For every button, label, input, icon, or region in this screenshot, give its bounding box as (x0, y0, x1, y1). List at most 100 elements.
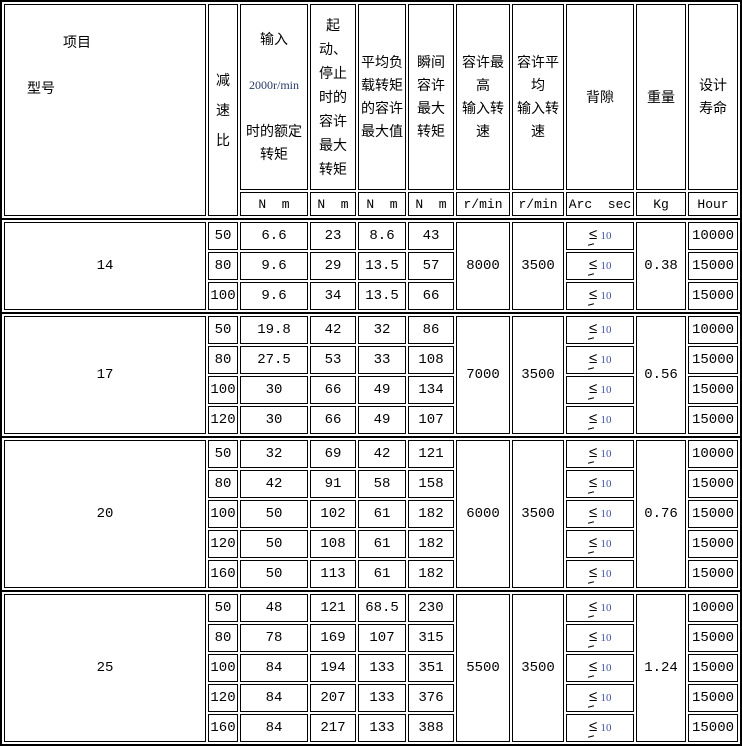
backlash-value: 10 (600, 662, 612, 674)
start-stop-torque-cell: 169 (310, 624, 356, 652)
model-group-table: 20 50 32 69 42 121 6000 3500 ≤10 0.76 10000 80 42 91 5… (2, 438, 740, 590)
backlash-cell: ≤10 (566, 530, 634, 558)
start-stop-torque-cell: 207 (310, 684, 356, 712)
backlash-value: 10 (600, 260, 612, 272)
header-instant-torque: 瞬间 容许 最大 转矩 (408, 4, 454, 190)
design-life-cell: 15000 (688, 560, 738, 588)
backlash-cell: ≤10 (566, 440, 634, 468)
weight-cell: 0.56 (636, 316, 686, 434)
model-cell: 14 (4, 222, 206, 310)
backlash-cell: ≤10 (566, 684, 634, 712)
instant-torque-cell: 108 (408, 346, 454, 374)
reduction-ratio-cell: 100 (208, 282, 238, 310)
start-stop-torque-cell: 217 (310, 714, 356, 742)
reduction-ratio-cell: 50 (208, 222, 238, 250)
avg-load-torque-cell: 32 (358, 316, 406, 344)
header-max-input-speed: 容许最 高 输入转 速 (456, 4, 510, 190)
max-input-speed-cell: 8000 (456, 222, 510, 310)
backlash-cell: ≤10 (566, 346, 634, 374)
backlash-cell: ≤10 (566, 222, 634, 250)
avg-load-torque-cell: 49 (358, 376, 406, 404)
less-equal-icon: ≤ (588, 505, 598, 522)
rated-torque-cell: 9.6 (240, 282, 308, 310)
instant-torque-cell: 182 (408, 560, 454, 588)
design-life-cell: 15000 (688, 684, 738, 712)
avg-load-torque-cell: 8.6 (358, 222, 406, 250)
less-equal-icon: ≤ (588, 599, 598, 616)
header-avg-load-torque: 平均负 载转矩 的容许 最大值 (358, 4, 406, 190)
less-equal-icon: ≤ (588, 227, 598, 244)
header-backlash: 背隙 (566, 4, 634, 190)
backlash-value: 10 (600, 632, 612, 644)
reduction-ratio-cell: 50 (208, 594, 238, 622)
backlash-value: 10 (600, 230, 612, 242)
backlash-value: 10 (600, 568, 612, 580)
header-weight: 重量 (636, 4, 686, 190)
instant-torque-cell: 182 (408, 500, 454, 528)
avg-load-torque-cell: 42 (358, 440, 406, 468)
backlash-cell: ≤10 (566, 406, 634, 434)
avg-load-torque-cell: 61 (358, 560, 406, 588)
backlash-cell: ≤10 (566, 500, 634, 528)
instant-torque-cell: 43 (408, 222, 454, 250)
instant-torque-cell: 376 (408, 684, 454, 712)
less-equal-icon: ≤ (588, 287, 598, 304)
header-reduction-ratio: 减 速 比 (208, 4, 238, 216)
instant-torque-cell: 388 (408, 714, 454, 742)
design-life-cell: 15000 (688, 530, 738, 558)
avg-load-torque-cell: 133 (358, 684, 406, 712)
rated-torque-cell: 30 (240, 406, 308, 434)
max-input-speed-cell: 6000 (456, 440, 510, 588)
reduction-ratio-cell: 80 (208, 470, 238, 498)
header-rated-torque-line2: 时的额定 转矩 (246, 123, 302, 162)
start-stop-torque-cell: 121 (310, 594, 356, 622)
design-life-cell: 10000 (688, 222, 738, 250)
backlash-cell: ≤10 (566, 282, 634, 310)
backlash-cell: ≤10 (566, 252, 634, 280)
model-cell: 17 (4, 316, 206, 434)
unit-backlash: Arc sec (566, 192, 634, 216)
reduction-ratio-cell: 80 (208, 346, 238, 374)
model-cell: 20 (4, 440, 206, 588)
backlash-value: 10 (600, 290, 612, 302)
design-life-cell: 15000 (688, 500, 738, 528)
start-stop-torque-cell: 42 (310, 316, 356, 344)
less-equal-icon: ≤ (588, 629, 598, 646)
avg-input-speed-cell: 3500 (512, 440, 564, 588)
rated-torque-cell: 42 (240, 470, 308, 498)
backlash-value: 10 (600, 538, 612, 550)
design-life-cell: 10000 (688, 440, 738, 468)
reduction-ratio-cell: 80 (208, 252, 238, 280)
backlash-cell: ≤10 (566, 624, 634, 652)
backlash-cell: ≤10 (566, 316, 634, 344)
backlash-cell: ≤10 (566, 560, 634, 588)
backlash-value: 10 (600, 384, 612, 396)
reduction-ratio-cell: 80 (208, 624, 238, 652)
section-divider (2, 312, 740, 314)
start-stop-torque-cell: 69 (310, 440, 356, 468)
avg-load-torque-cell: 13.5 (358, 252, 406, 280)
avg-load-torque-cell: 13.5 (358, 282, 406, 310)
avg-input-speed-cell: 3500 (512, 594, 564, 742)
instant-torque-cell: 86 (408, 316, 454, 344)
backlash-cell: ≤10 (566, 376, 634, 404)
reduction-ratio-cell: 100 (208, 654, 238, 682)
design-life-cell: 15000 (688, 470, 738, 498)
rated-torque-cell: 19.8 (240, 316, 308, 344)
avg-load-torque-cell: 107 (358, 624, 406, 652)
start-stop-torque-cell: 66 (310, 376, 356, 404)
less-equal-icon: ≤ (588, 321, 598, 338)
rated-torque-cell: 50 (240, 560, 308, 588)
header-design-life: 设计 寿命 (688, 4, 738, 190)
avg-input-speed-cell: 3500 (512, 222, 564, 310)
less-equal-icon: ≤ (588, 257, 598, 274)
less-equal-icon: ≤ (588, 475, 598, 492)
corner-label-item: 项目 (63, 34, 91, 50)
corner-header-cell: 项目 型号 (4, 4, 206, 216)
less-equal-icon: ≤ (588, 689, 598, 706)
less-equal-icon: ≤ (588, 381, 598, 398)
section-divider (2, 590, 740, 592)
reduction-ratio-cell: 160 (208, 560, 238, 588)
backlash-value: 10 (600, 414, 612, 426)
rated-torque-cell: 9.6 (240, 252, 308, 280)
